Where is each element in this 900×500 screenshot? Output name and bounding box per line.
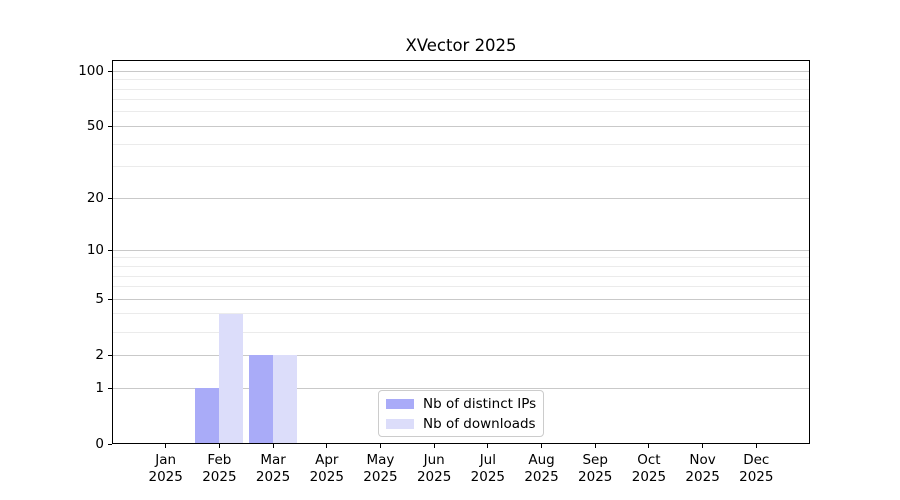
x-tick-year: 2025 [578,468,613,485]
x-tick-year: 2025 [309,468,344,485]
x-tick-mark [379,444,381,448]
x-tick-month: Dec [743,452,770,468]
x-tick-year: 2025 [685,468,720,485]
x-tick-mark [541,444,543,448]
y-tick-label: 20 [86,190,104,207]
x-tick-label: Jan 2025 [126,452,206,485]
x-tick-label: Sep 2025 [555,452,635,485]
bar-nb-of-downloads [219,313,244,444]
y-tick-label: 2 [95,347,104,364]
x-tick-label: Apr 2025 [287,452,367,485]
y-tick-label: 5 [95,291,104,308]
y-tick-label: 0 [95,436,104,452]
x-tick-year: 2025 [739,468,774,485]
x-tick-label: Jun 2025 [394,452,474,485]
x-tick-month: Jul [479,452,496,468]
y-tick-mark [108,354,112,356]
x-tick-mark [487,444,489,448]
x-tick-label: Mar 2025 [233,452,313,485]
x-tick-month: Apr [315,452,339,468]
gridline-major [112,197,810,199]
gridline-major [112,70,810,72]
x-tick-year: 2025 [202,468,237,485]
x-tick-month: Sep [582,452,608,468]
gridline-minor [112,331,810,333]
gridline-minor [112,313,810,315]
x-tick-year: 2025 [524,468,559,485]
legend-row: Nb of distinct IPs [386,396,543,412]
x-tick-label: Feb 2025 [179,452,259,485]
x-tick-month: Mar [260,452,286,468]
x-tick-mark [755,444,757,448]
y-tick-mark [108,249,112,251]
x-tick-mark [648,444,650,448]
x-tick-label: Nov 2025 [663,452,743,485]
y-tick-mark [108,387,112,389]
x-tick-year: 2025 [631,468,667,485]
gridline-minor [112,286,810,288]
x-tick-month: Aug [528,452,555,468]
bar-nb-of-downloads [273,355,298,444]
gridline-minor [112,266,810,267]
gridline-minor [112,166,810,168]
x-tick-year: 2025 [416,468,452,485]
x-tick-month: Feb [207,452,232,468]
y-tick-label: 50 [86,118,104,135]
chart-title: XVector 2025 [405,36,517,55]
gridline-minor [112,79,810,81]
gridline-minor [112,275,810,277]
x-tick-mark [702,444,704,448]
x-tick-year: 2025 [363,468,398,485]
y-tick-label: 100 [78,63,104,80]
gridline-major [112,387,810,389]
x-tick-mark [326,444,328,448]
gridline-major [112,298,810,300]
y-tick-mark [108,298,112,300]
gridline-minor [112,143,810,145]
x-tick-mark [272,444,274,448]
legend: Nb of distinct IPs Nb of downloads [378,390,544,437]
gridline-major [112,354,810,356]
x-tick-mark [165,444,167,448]
x-tick-month: Jan [155,452,177,468]
x-tick-mark [433,444,435,448]
y-tick-label: 1 [95,380,104,396]
x-tick-year: 2025 [148,468,183,485]
gridline-minor [112,99,810,101]
y-tick-mark [108,443,112,445]
x-tick-year: 2025 [470,468,506,485]
x-tick-mark [594,444,596,448]
x-tick-label: Dec 2025 [716,452,796,485]
y-tick-mark [108,70,112,72]
y-tick-mark [108,125,112,127]
y-tick-label: 10 [86,242,104,259]
legend-swatch-icon [386,398,414,409]
x-tick-label: Oct 2025 [609,452,689,485]
x-tick-label: Jul 2025 [448,452,528,485]
plot-area-frame [112,60,810,444]
gridline-minor [112,257,810,259]
legend-item-label: Nb of distinct IPs [423,395,537,412]
x-tick-month: Oct [637,452,661,468]
bar-nb-of-distinct-ips [249,355,274,444]
legend-row: Nb of downloads [386,416,543,432]
bar-nb-of-distinct-ips [195,388,220,444]
x-tick-label: Aug 2025 [502,452,582,485]
gridline-major [112,125,810,127]
gridline-minor [112,88,810,90]
y-tick-mark [108,197,112,199]
x-tick-label: May 2025 [340,452,420,485]
gridline-major [112,249,810,251]
legend-item-label: Nb of downloads [423,415,536,432]
x-tick-mark [218,444,220,448]
gridline-minor [112,111,810,113]
x-tick-year: 2025 [255,468,291,485]
x-tick-month: May [366,452,395,468]
x-tick-month: Jun [423,452,445,468]
legend-swatch-icon [386,418,414,429]
x-tick-month: Nov [689,452,716,468]
